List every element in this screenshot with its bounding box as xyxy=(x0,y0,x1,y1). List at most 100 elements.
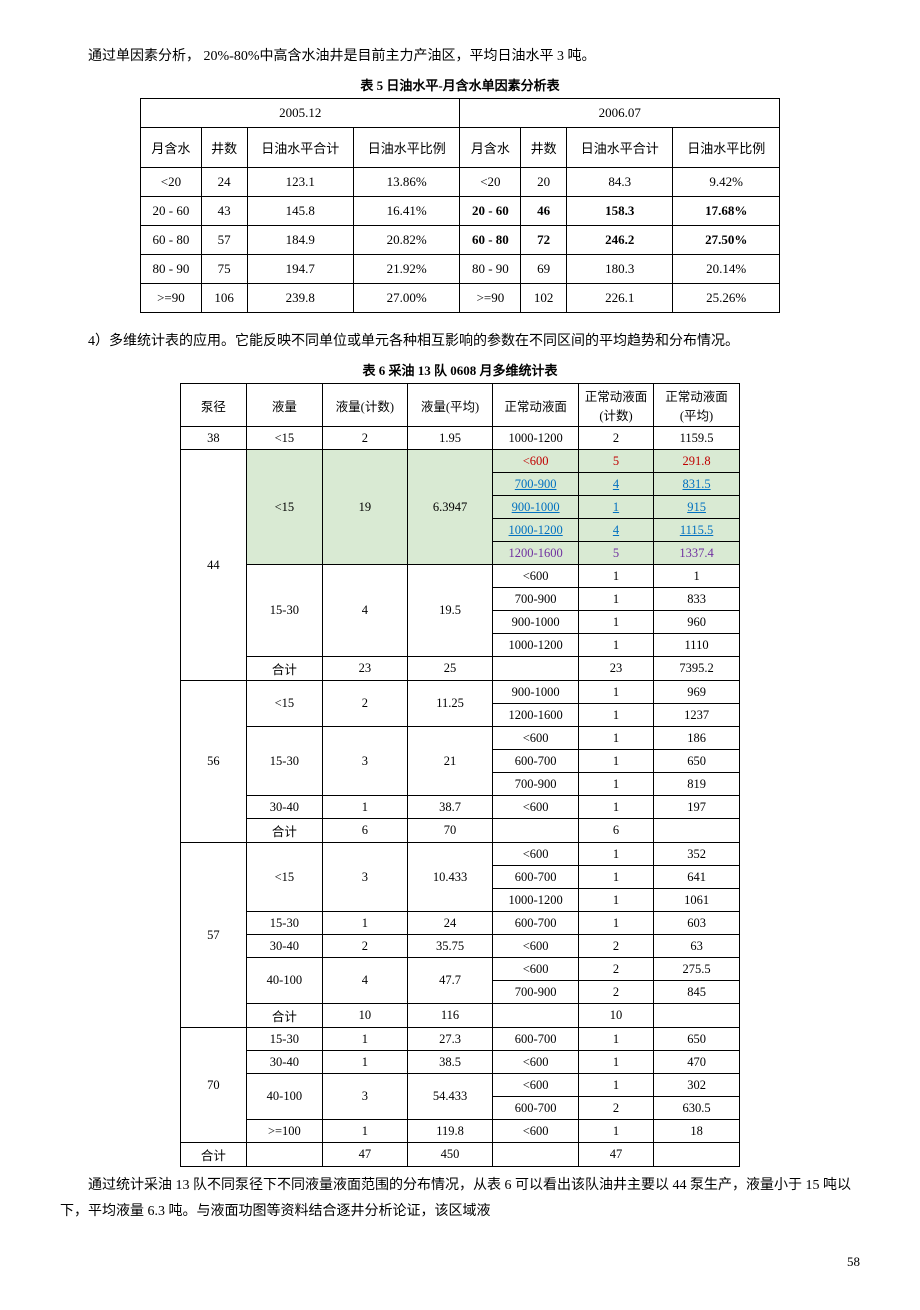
cell: 1 xyxy=(578,773,653,796)
cell: 57 xyxy=(181,843,247,1028)
cell: 84.3 xyxy=(566,168,672,197)
cell: 450 xyxy=(407,1143,493,1167)
cell: 226.1 xyxy=(566,284,672,313)
cell: 60 - 80 xyxy=(141,226,202,255)
cell: 30-40 xyxy=(246,1051,322,1074)
col-header: 月含水 xyxy=(460,128,521,168)
cell: 641 xyxy=(654,866,740,889)
cell: 650 xyxy=(654,750,740,773)
cell: 72 xyxy=(521,226,567,255)
cell xyxy=(493,819,578,843)
cell xyxy=(493,1004,578,1028)
cell: 30-40 xyxy=(246,935,322,958)
cell: 21 xyxy=(407,727,493,796)
cell: 1000-1200 xyxy=(493,634,578,657)
table-row: 40-100447.7<6002275.5 xyxy=(181,958,740,981)
cell: 291.8 xyxy=(654,450,740,473)
cell xyxy=(493,1143,578,1167)
cell: <600 xyxy=(493,565,578,588)
cell: 969 xyxy=(654,681,740,704)
col-header: 井数 xyxy=(521,128,567,168)
cell: 10.433 xyxy=(407,843,493,912)
cell: 831.5 xyxy=(654,473,740,496)
cell: 27.00% xyxy=(353,284,459,313)
cell: 4 xyxy=(323,958,408,1004)
cell: 915 xyxy=(654,496,740,519)
cell: 25 xyxy=(407,657,493,681)
col-header: 正常动液面(计数) xyxy=(578,384,653,427)
cell: 158.3 xyxy=(566,197,672,226)
cell: 603 xyxy=(654,912,740,935)
cell: 合计 xyxy=(181,1143,247,1167)
cell: 102 xyxy=(521,284,567,313)
cell: <15 xyxy=(246,681,322,727)
cell: 180.3 xyxy=(566,255,672,284)
cell: <600 xyxy=(493,1051,578,1074)
cell: 70 xyxy=(407,819,493,843)
cell: <20 xyxy=(460,168,521,197)
cell: 1 xyxy=(578,1120,653,1143)
cell: 17.68% xyxy=(673,197,780,226)
cell: 1 xyxy=(654,565,740,588)
mid-paragraph: 4）多维统计表的应用。它能反映不同单位或单元各种相互影响的参数在不同区间的平均趋… xyxy=(60,329,860,354)
cell: 24 xyxy=(407,912,493,935)
cell: 1000-1200 xyxy=(493,519,578,542)
col-header: 月含水 xyxy=(141,128,202,168)
cell: 960 xyxy=(654,611,740,634)
cell: 23 xyxy=(323,657,408,681)
cell: 15-30 xyxy=(246,727,322,796)
table-header: 2006.07 xyxy=(460,99,780,128)
table-row: 38<1521.951000-120021159.5 xyxy=(181,427,740,450)
cell: 27.50% xyxy=(673,226,780,255)
cell: 900-1000 xyxy=(493,611,578,634)
cell: 5 xyxy=(578,542,653,565)
cell: 186 xyxy=(654,727,740,750)
cell: <15 xyxy=(246,427,322,450)
cell: 1 xyxy=(578,1051,653,1074)
table-row: 44<15196.3947<6005291.8 xyxy=(181,450,740,473)
col-header: 日油水平比例 xyxy=(353,128,459,168)
cell: 30-40 xyxy=(246,796,322,819)
cell: 18 xyxy=(654,1120,740,1143)
cell xyxy=(654,819,740,843)
cell: 1337.4 xyxy=(654,542,740,565)
table-row: 2005.12 2006.07 xyxy=(141,99,780,128)
cell: 1 xyxy=(578,704,653,727)
cell: 47 xyxy=(578,1143,653,1167)
cell: 6.3947 xyxy=(407,450,493,565)
cell: <15 xyxy=(246,843,322,912)
cell: 38.7 xyxy=(407,796,493,819)
cell: 1 xyxy=(323,1028,408,1051)
cell: 1 xyxy=(323,912,408,935)
cell: 43 xyxy=(201,197,247,226)
cell: 1 xyxy=(578,681,653,704)
cell: 11.25 xyxy=(407,681,493,727)
table-row: 30-40138.5<6001470 xyxy=(181,1051,740,1074)
table-row: 合计6706 xyxy=(181,819,740,843)
cell: 1000-1200 xyxy=(493,889,578,912)
table-row: 泵径 液量 液量(计数) 液量(平均) 正常动液面 正常动液面(计数) 正常动液… xyxy=(181,384,740,427)
cell: 700-900 xyxy=(493,773,578,796)
col-header: 液量 xyxy=(246,384,322,427)
cell: 合计 xyxy=(246,819,322,843)
cell: 600-700 xyxy=(493,866,578,889)
cell: 21.92% xyxy=(353,255,459,284)
table-row: >=90106239.827.00%>=90102226.125.26% xyxy=(141,284,780,313)
cell: 3 xyxy=(323,1074,408,1120)
cell: 119.8 xyxy=(407,1120,493,1143)
cell: 6 xyxy=(578,819,653,843)
col-header: 正常动液面(平均) xyxy=(654,384,740,427)
cell: 600-700 xyxy=(493,912,578,935)
col-header: 日油水平合计 xyxy=(247,128,353,168)
cell xyxy=(246,1143,322,1167)
cell: 80 - 90 xyxy=(460,255,521,284)
col-header: 日油水平比例 xyxy=(673,128,780,168)
col-header: 正常动液面 xyxy=(493,384,578,427)
cell: 275.5 xyxy=(654,958,740,981)
cell: 1.95 xyxy=(407,427,493,450)
table-row: 80 - 9075194.721.92%80 - 9069180.320.14% xyxy=(141,255,780,284)
cell: 合计 xyxy=(246,657,322,681)
cell: 20 - 60 xyxy=(141,197,202,226)
cell: 16.41% xyxy=(353,197,459,226)
cell: 194.7 xyxy=(247,255,353,284)
